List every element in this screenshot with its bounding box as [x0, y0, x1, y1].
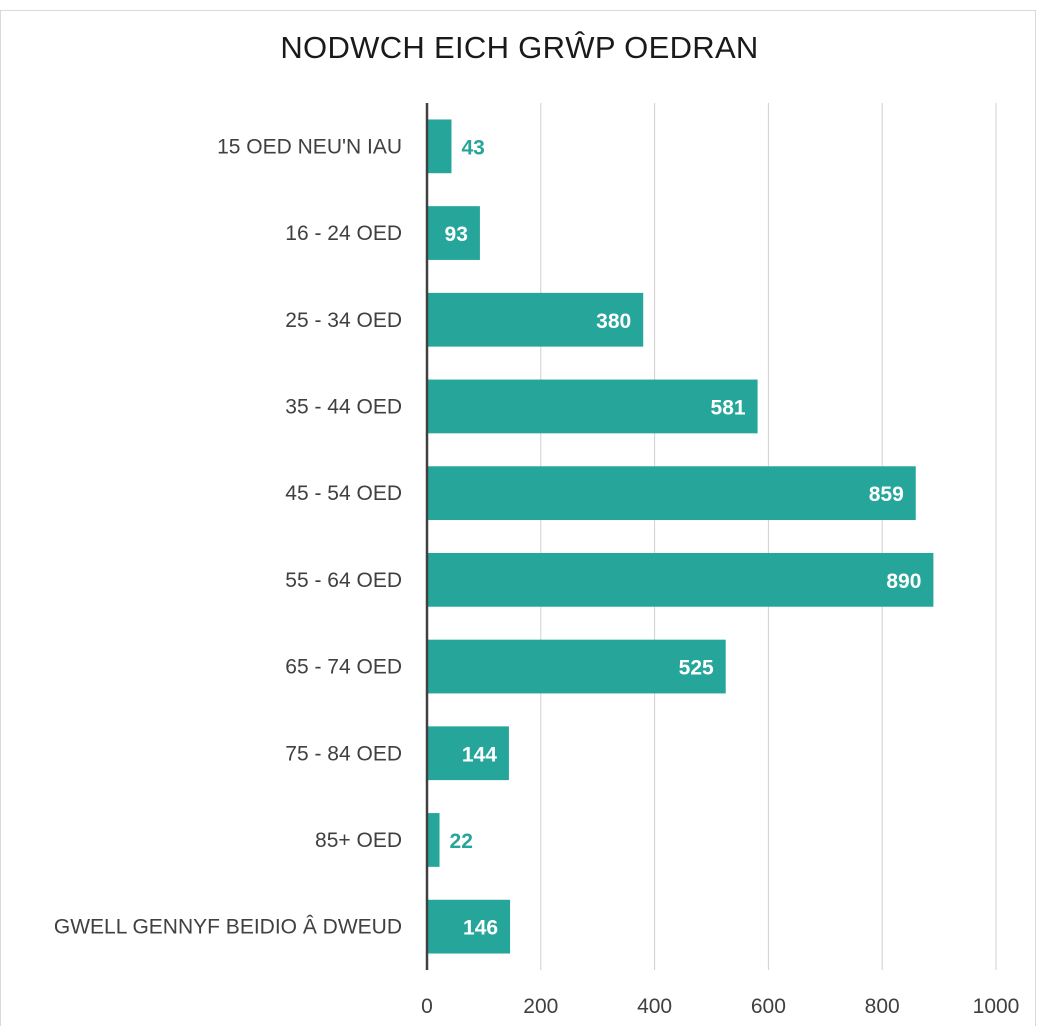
bar: [427, 813, 440, 867]
data-label: 146: [463, 917, 498, 940]
data-label: 890: [886, 570, 921, 593]
category-label: 15 OED NEU'N IAU: [217, 135, 402, 158]
x-tick-label: 400: [637, 995, 672, 1018]
bar: [427, 119, 452, 174]
bars: [427, 119, 934, 954]
category-label: 55 - 64 OED: [285, 569, 402, 592]
category-label: 45 - 54 OED: [285, 482, 402, 505]
x-tick-label: 600: [751, 995, 786, 1018]
labels: 0 200 400 600 800 1000 15 OED NEU'N IAU 43 16 - …: [54, 135, 1019, 1018]
bar: [427, 466, 916, 521]
bar: [427, 552, 934, 607]
category-label: 35 - 44 OED: [285, 395, 402, 418]
category-label: 75 - 84 OED: [285, 742, 402, 765]
x-tick-label: 200: [523, 995, 558, 1018]
data-label: 859: [869, 483, 904, 506]
grid-lines: [540, 103, 997, 970]
data-label: 22: [450, 830, 473, 853]
data-label: 93: [445, 223, 468, 246]
x-tick-label: 1000: [973, 995, 1020, 1018]
bar: [427, 379, 758, 434]
bar: [427, 292, 644, 347]
category-label: 65 - 74 OED: [285, 656, 402, 679]
x-tick-label: 800: [865, 995, 900, 1018]
data-label: 43: [461, 136, 484, 159]
bar: [427, 726, 509, 781]
data-label: 144: [462, 743, 497, 766]
x-tick-label: 0: [421, 995, 433, 1018]
category-label: 85+ OED: [315, 829, 402, 852]
data-label: 380: [596, 310, 631, 333]
bar: [427, 206, 480, 260]
category-label: 25 - 34 OED: [285, 309, 402, 332]
category-label: GWELL GENNYF BEIDIO Â DWEUD: [54, 916, 402, 939]
data-label: 581: [711, 396, 746, 419]
category-label: 16 - 24 OED: [285, 222, 402, 245]
bar: [427, 899, 511, 954]
data-label: 525: [679, 657, 714, 680]
bar: [427, 639, 726, 694]
chart-title: NODWCH EICH GRŴP OEDRAN: [280, 30, 759, 65]
